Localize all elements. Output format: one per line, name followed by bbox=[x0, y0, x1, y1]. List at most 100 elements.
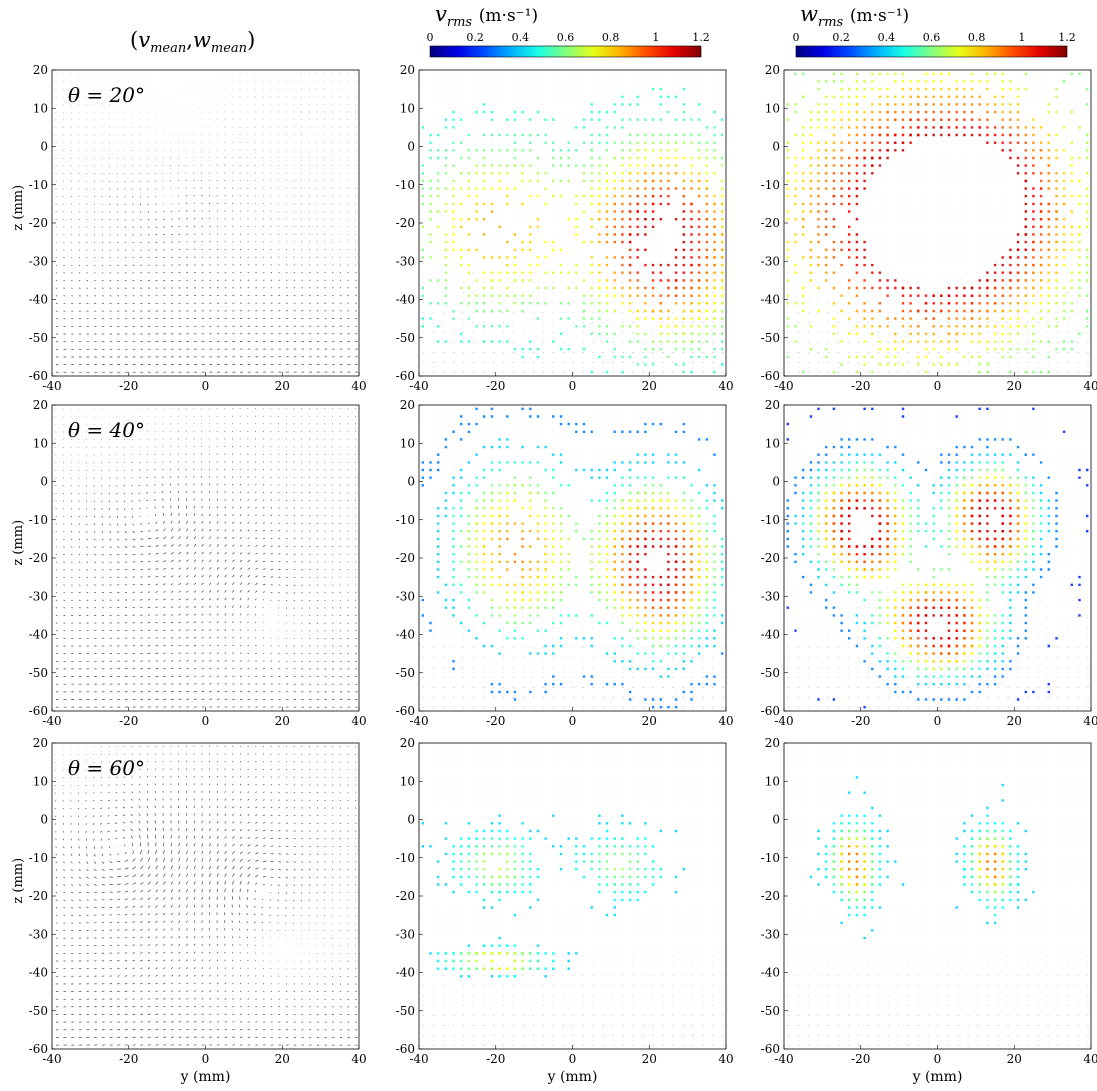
y-tick-label: 20 bbox=[33, 63, 48, 77]
contour-level bbox=[825, 814, 1020, 917]
y-tick-label: -30 bbox=[761, 254, 780, 268]
y-tick-label: -40 bbox=[761, 966, 780, 980]
x-tick-label: 40 bbox=[1083, 714, 1097, 728]
y-tick-label: -30 bbox=[29, 927, 48, 941]
x-tick-label: 20 bbox=[1007, 1052, 1022, 1066]
contour-level bbox=[840, 845, 1004, 886]
y-tick-label: -60 bbox=[761, 369, 780, 383]
contour-level bbox=[421, 814, 685, 978]
y-tick-label: 10 bbox=[33, 774, 48, 788]
y-tick-label: -30 bbox=[396, 254, 415, 268]
x-axis-label: y (mm) bbox=[180, 1069, 231, 1085]
contour-level bbox=[636, 545, 678, 586]
colorbar-tick-label: 0.6 bbox=[557, 31, 575, 44]
contour-level bbox=[817, 103, 1058, 328]
x-tick-label: -40 bbox=[42, 379, 61, 393]
x-tick-label: 20 bbox=[642, 379, 657, 393]
y-tick-label: -20 bbox=[396, 551, 415, 565]
x-tick-label: -40 bbox=[774, 379, 793, 393]
y-tick-label: -30 bbox=[396, 927, 415, 941]
x-tick-label: 20 bbox=[275, 1052, 290, 1066]
colorbar-tick-label: 0.4 bbox=[878, 31, 896, 44]
x-axis-label: y (mm) bbox=[912, 1069, 963, 1085]
contour-level bbox=[483, 499, 701, 632]
y-tick-label: -60 bbox=[396, 369, 415, 383]
contour-level bbox=[825, 476, 1027, 663]
contour-level bbox=[848, 845, 997, 886]
angle-label: θ = 20° bbox=[68, 83, 145, 107]
y-tick-label: 10 bbox=[400, 774, 415, 788]
y-tick-label: -50 bbox=[761, 1004, 780, 1018]
contour-level bbox=[832, 491, 1012, 655]
y-tick-label: -60 bbox=[396, 704, 415, 718]
x-tick-label: -20 bbox=[486, 714, 505, 728]
y-tick-label: 10 bbox=[33, 436, 48, 450]
wrms-colorbar-title: wrms (m·s⁻¹) bbox=[800, 2, 910, 30]
x-tick-label: 0 bbox=[202, 379, 210, 393]
contour-level bbox=[832, 822, 1012, 909]
axes-frame bbox=[51, 742, 360, 1050]
y-tick-label: 20 bbox=[765, 736, 780, 750]
contour-level bbox=[628, 522, 685, 609]
quiver-arrows bbox=[422, 408, 724, 708]
contour-level bbox=[460, 164, 724, 320]
contour-level bbox=[802, 95, 1066, 336]
y-tick-label: 0 bbox=[40, 813, 48, 827]
quiver-arrows bbox=[422, 746, 724, 1046]
x-tick-label: 40 bbox=[718, 714, 733, 728]
y-tick-label: 20 bbox=[765, 63, 780, 77]
contour-level bbox=[794, 87, 1073, 343]
contour-level bbox=[825, 110, 1050, 320]
y-tick-label: -30 bbox=[29, 254, 48, 268]
contour-level bbox=[437, 829, 662, 978]
y-tick-label: -40 bbox=[396, 628, 415, 642]
wrms-colorbar: 0 0.2 0.4 0.6 0.8 1 1.2 bbox=[793, 31, 1076, 58]
y-tick-label: 20 bbox=[765, 398, 780, 412]
contour-level bbox=[786, 72, 1081, 359]
contour-level bbox=[483, 952, 509, 970]
y-tick-label: -10 bbox=[29, 851, 48, 865]
contour-level bbox=[475, 868, 517, 970]
contour-level bbox=[483, 172, 724, 313]
quiver-arrows bbox=[422, 73, 724, 373]
x-tick-label: 40 bbox=[718, 379, 733, 393]
x-tick-label: 0 bbox=[934, 379, 942, 393]
colorbar-tick-label: 0.4 bbox=[512, 31, 530, 44]
x-tick-label: 0 bbox=[202, 714, 210, 728]
y-tick-label: 10 bbox=[765, 436, 780, 450]
x-tick-label: 0 bbox=[569, 379, 577, 393]
contour-level bbox=[636, 218, 685, 267]
angle-label: θ = 60° bbox=[68, 756, 145, 780]
x-tick-label: 40 bbox=[351, 714, 366, 728]
y-tick-label: 20 bbox=[33, 736, 48, 750]
y-tick-label: -50 bbox=[396, 666, 415, 680]
contour-level bbox=[809, 468, 1035, 671]
contour-level bbox=[840, 499, 1012, 648]
x-tick-label: 20 bbox=[642, 1052, 657, 1066]
y-tick-label: -60 bbox=[29, 1042, 48, 1056]
y-tick-label: -30 bbox=[396, 589, 415, 603]
left-column-title: (vmean,wmean) bbox=[130, 28, 256, 56]
colorbar-tick-label: 0 bbox=[427, 31, 434, 44]
contour-level bbox=[832, 829, 1012, 901]
contour-level bbox=[840, 845, 1004, 886]
x-tick-label: 40 bbox=[351, 379, 366, 393]
y-tick-label: 10 bbox=[33, 101, 48, 115]
y-tick-label: 0 bbox=[772, 475, 780, 489]
x-tick-label: 20 bbox=[275, 714, 290, 728]
y-tick-label: 20 bbox=[400, 63, 415, 77]
contour-level bbox=[832, 118, 1043, 313]
y-tick-label: -50 bbox=[29, 666, 48, 680]
y-tick-label: -10 bbox=[761, 513, 780, 527]
y-tick-label: -20 bbox=[29, 216, 48, 230]
colorbar-tick-label: 0.8 bbox=[602, 31, 620, 44]
y-tick-label: -20 bbox=[761, 889, 780, 903]
y-tick-label: -50 bbox=[29, 331, 48, 345]
